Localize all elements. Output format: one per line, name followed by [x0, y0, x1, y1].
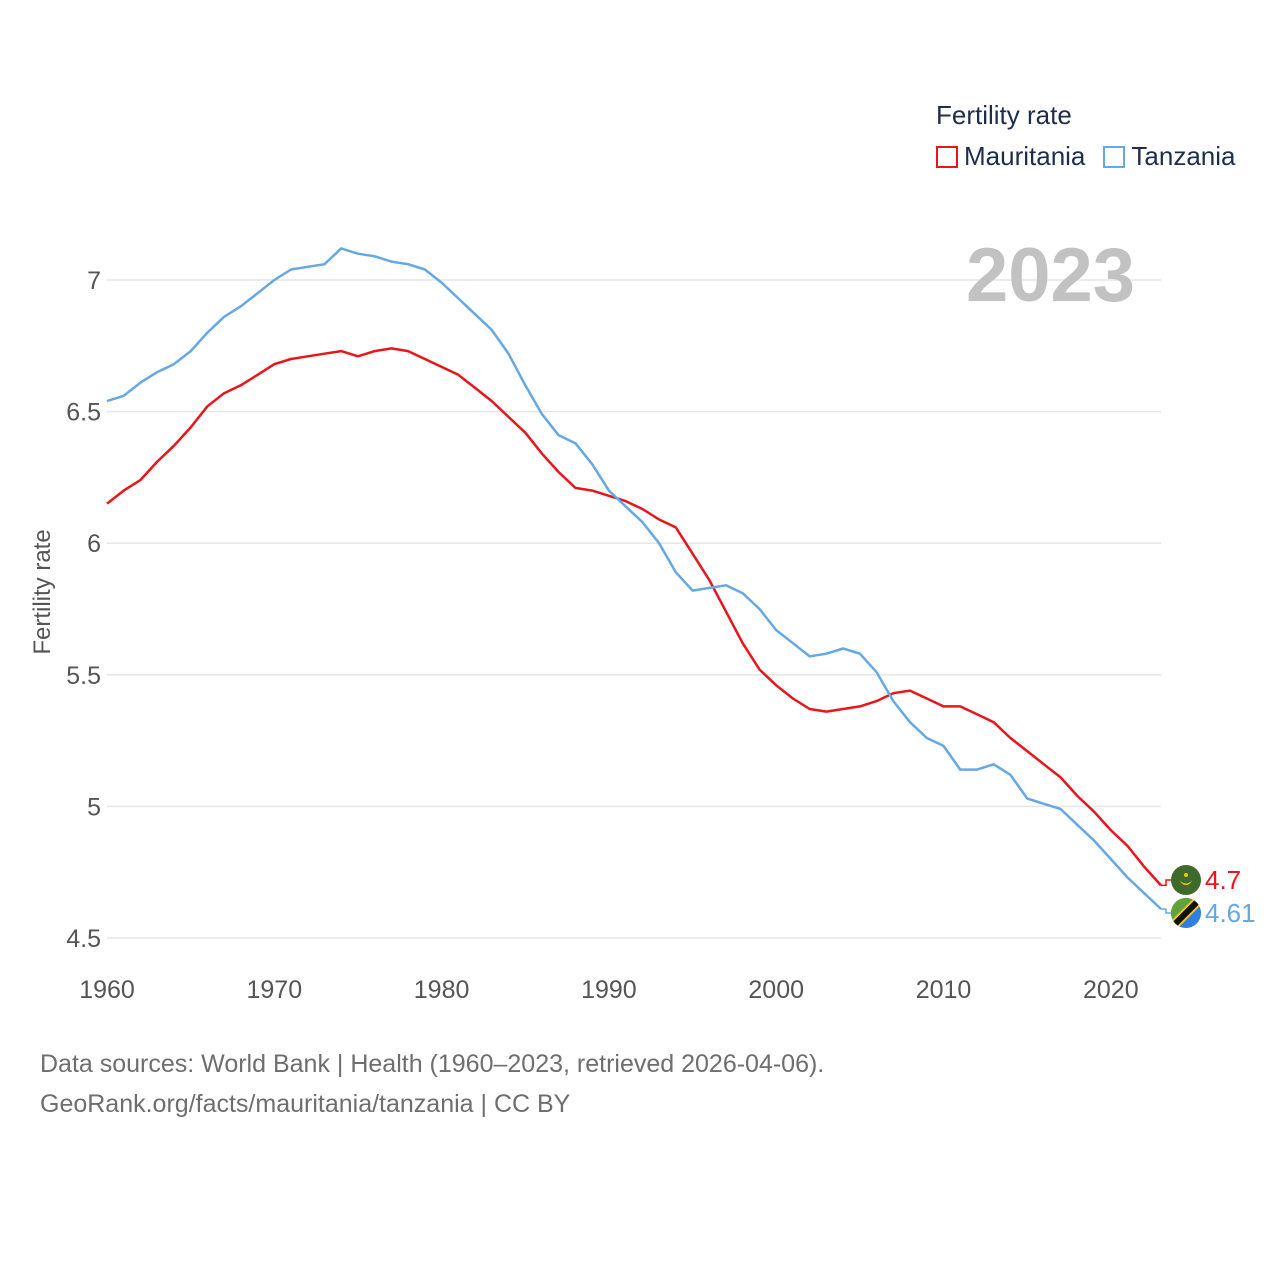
legend-swatch-mauritania	[936, 145, 958, 168]
x-tick-label: 2020	[1083, 976, 1139, 1004]
legend-label-tanzania: Tanzania	[1131, 141, 1236, 171]
y-tick-label: 5.5	[66, 662, 101, 690]
y-axis-ticks: 4.5 5 5.5 6 6.5 7	[66, 267, 101, 953]
tanzania-flag-body	[1171, 898, 1201, 928]
footer-sources: Data sources: World Bank | Health (1960–…	[40, 1050, 825, 1078]
legend-label-mauritania: Mauritania	[964, 141, 1086, 171]
series-end-markers: 4.74.61	[1161, 865, 1256, 928]
x-tick-label: 1960	[79, 976, 135, 1004]
series-line-mauritania	[106, 347, 1162, 887]
x-tick-label: 1970	[246, 976, 302, 1004]
end-value-mauritania: 4.7	[1205, 865, 1241, 895]
x-tick-label: 2010	[916, 976, 972, 1004]
y-tick-label: 7	[87, 267, 101, 295]
footer-link[interactable]: GeoRank.org/facts/mauritania/tanzania | …	[40, 1090, 571, 1118]
tanzania-flag-icon	[1171, 898, 1201, 928]
legend: Fertility rate Mauritania Tanzania	[936, 100, 1253, 172]
series-lines	[106, 247, 1162, 910]
x-axis-ticks: 1960 1970 1980 1990 2000 2010 2020	[79, 976, 1138, 1004]
connector-mauritania	[1161, 879, 1172, 887]
end-value-tanzania: 4.61	[1205, 898, 1256, 928]
mauritania-flag-bg	[1171, 865, 1201, 895]
series-line-tanzania	[106, 247, 1162, 910]
connector-tanzania	[1161, 908, 1172, 914]
footer: Data sources: World Bank | Health (1960–…	[40, 1044, 824, 1124]
mauritania-flag-icon	[1171, 865, 1201, 895]
y-tick-label: 4.5	[66, 925, 101, 953]
mauritania-star	[1184, 873, 1188, 877]
x-tick-label: 2000	[748, 976, 804, 1004]
y-tick-label: 6	[87, 530, 101, 558]
legend-item-tanzania[interactable]: Tanzania	[1103, 141, 1235, 172]
y-tick-label: 6.5	[66, 399, 101, 427]
mauritania-crescent	[1180, 879, 1192, 885]
x-tick-label: 1980	[414, 976, 470, 1004]
legend-swatch-tanzania	[1103, 145, 1126, 168]
y-axis-label: Fertility rate	[29, 529, 56, 655]
legend-item-mauritania[interactable]: Mauritania	[936, 141, 1085, 172]
x-tick-label: 1990	[581, 976, 637, 1004]
grid-lines	[107, 279, 1161, 939]
y-tick-label: 5	[87, 793, 101, 821]
legend-title: Fertility rate	[936, 100, 1072, 130]
year-label: 2023	[966, 233, 1136, 318]
